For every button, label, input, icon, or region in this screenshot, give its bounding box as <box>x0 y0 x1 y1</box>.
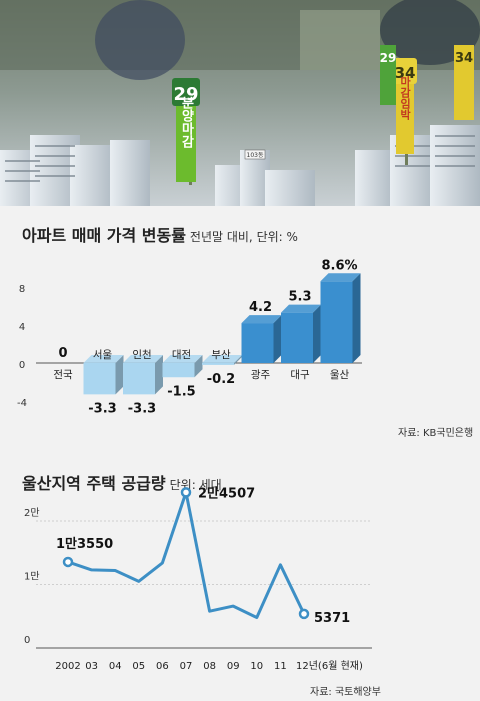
line-point-label: 5371 <box>314 611 350 626</box>
bar-value-label: 8.6% <box>321 258 357 273</box>
bar-side-5 <box>273 315 282 363</box>
bar-side-4 <box>234 355 242 365</box>
line-xtick-label: 07 <box>180 661 193 672</box>
bar-ytick-label: 8 <box>19 284 25 295</box>
line-chart-main-title: 울산지역 주택 공급량 <box>22 474 166 493</box>
bar-7 <box>320 281 353 363</box>
line-series <box>67 490 306 620</box>
bar-category-label: 서울 <box>93 349 113 361</box>
bar-6 <box>281 312 313 363</box>
bar-value-label: 5.3 <box>288 290 311 305</box>
bar-top-6 <box>281 304 321 313</box>
svg-text:103동: 103동 <box>247 152 264 159</box>
sign-number-29b: 29 <box>380 51 397 65</box>
bar-top-4 <box>202 355 242 363</box>
line-chart-source: 자료: 국토해양부 <box>310 687 381 698</box>
line-chart-title: 울산지역 주택 공급량 단위: 세대 <box>22 470 222 494</box>
line-ytick-label: 1만 <box>24 571 40 583</box>
bar-2 <box>123 363 155 395</box>
sign-sale-closed: 29 분양마감 <box>172 78 200 185</box>
bar-top-2 <box>123 355 163 363</box>
line-xtick-label: 04 <box>109 661 122 672</box>
line-point-label: 1만3550 <box>56 536 113 552</box>
bar-side-3 <box>194 355 203 378</box>
bar-side-2 <box>155 355 163 395</box>
bar-value-label: 0 <box>58 346 67 361</box>
bar-top-7 <box>320 273 361 282</box>
line-xtick-label: 06 <box>156 661 169 672</box>
bar-category-label: 부산 <box>211 349 231 361</box>
bar-category-label: 울산 <box>330 369 350 381</box>
model-buildings <box>0 125 480 206</box>
line-point-marker <box>62 556 74 568</box>
model-city-photo: 29 분양마감 34 마감임박 34 29 103동 <box>0 0 480 206</box>
bar-chart-source: 자료: KB국민은행 <box>398 428 474 439</box>
bar-value-label: -1.5 <box>167 384 195 399</box>
sign-number-34b: 34 <box>455 51 473 66</box>
bar-value-label: -3.3 <box>88 401 116 416</box>
bar-ytick-label: 0 <box>19 360 25 371</box>
sign-number-34: 34 <box>395 64 416 82</box>
bar-value-label: -0.2 <box>207 372 235 387</box>
bar-4 <box>202 363 234 365</box>
line-xtick-label: 08 <box>203 661 216 672</box>
line-ytick-label: 2만 <box>24 507 40 519</box>
bar-3 <box>162 363 195 378</box>
sign-29-small: 29 <box>380 45 397 105</box>
line-xtick-label: 05 <box>132 661 145 672</box>
line-point-label: 2만4507 <box>198 485 255 501</box>
sign-text-sale-closed: 분양마감 <box>179 96 194 149</box>
bar-ytick-label: 4 <box>19 322 25 333</box>
building-103-label: 103동 <box>244 149 266 160</box>
bar-side-7 <box>352 273 361 363</box>
bar-category-label: 전국 <box>53 369 73 381</box>
line-xtick-label: 09 <box>227 661 240 672</box>
bar-value-label: -3.3 <box>128 401 156 416</box>
bar-category-label: 대전 <box>172 349 191 361</box>
sign-number-29: 29 <box>173 84 198 105</box>
bar-5 <box>241 323 274 363</box>
line-ytick-label: 0 <box>24 635 30 646</box>
line-xtick-label: 10 <box>250 661 263 672</box>
bar-category-label: 대구 <box>290 369 310 381</box>
bar-side-1 <box>115 355 124 395</box>
bar-top-5 <box>241 315 282 324</box>
sign-closing-soon: 34 마감임박 34 <box>393 45 474 165</box>
line-chart: 2만 1만 0 2002 03 04 05 06 07 08 09 10 11 12년(6월 현재) 1만3… <box>24 485 372 672</box>
line-xtick-label: 2002 <box>55 661 80 672</box>
bar-ytick-label: -4 <box>17 398 27 409</box>
bar-1 <box>83 363 116 395</box>
bar-chart-title: 아파트 매매 가격 변동률 전년말 대비, 단위: % <box>22 222 298 246</box>
bar-chart-subtitle: 전년말 대비, 단위: % <box>189 230 298 244</box>
line-xtick-label: 03 <box>85 661 98 672</box>
bar-top-3 <box>162 355 203 363</box>
bar-side-6 <box>313 304 321 363</box>
bar-chart-main-title: 아파트 매매 가격 변동률 <box>22 226 186 245</box>
bar-category-label: 광주 <box>251 369 271 381</box>
sign-text-closing-soon: 마감임박 <box>399 75 412 121</box>
line-point-marker <box>180 487 192 498</box>
line-xtick-label: 12년(6월 현재) <box>296 660 363 672</box>
bar-category-label: 인천 <box>132 349 151 361</box>
bar-top-1 <box>83 355 124 363</box>
bar-value-label: 4.2 <box>249 300 272 315</box>
line-point-marker <box>298 608 310 620</box>
bar-chart: 8 4 0 -4 전국 0 서울 -3.3 인천 -3.3 대전 -1.5 부산 -0.2 광주 4.2 대구 5… <box>17 258 362 416</box>
line-xtick-label: 11 <box>274 661 287 672</box>
